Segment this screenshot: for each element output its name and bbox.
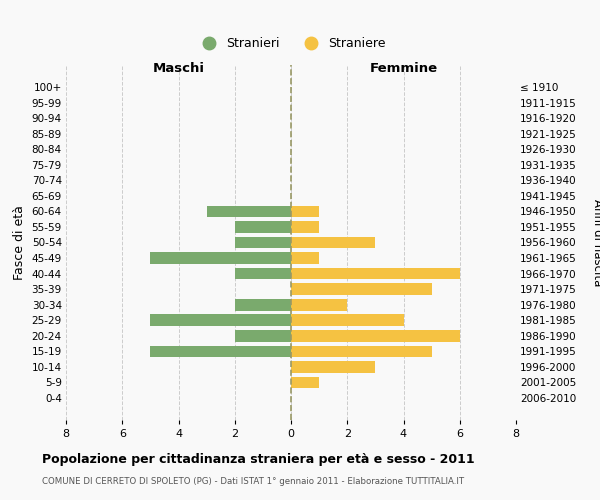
Bar (151, 314, 291, 326)
Bar (151, 252, 291, 264)
Bar (151, 346, 291, 357)
Bar (235, 236, 291, 248)
Bar (291, 361, 376, 373)
Y-axis label: Anni di nascita: Anni di nascita (591, 199, 600, 286)
Bar (235, 221, 291, 233)
Bar (291, 268, 460, 280)
Bar (291, 236, 376, 248)
Bar (291, 376, 319, 388)
Bar (235, 299, 291, 310)
Y-axis label: Fasce di età: Fasce di età (13, 205, 26, 280)
Bar (206, 206, 291, 217)
Text: Popolazione per cittadinanza straniera per età e sesso - 2011: Popolazione per cittadinanza straniera p… (42, 452, 475, 466)
Text: COMUNE DI CERRETO DI SPOLETO (PG) - Dati ISTAT 1° gennaio 2011 - Elaborazione TU: COMUNE DI CERRETO DI SPOLETO (PG) - Dati… (42, 478, 464, 486)
Bar (291, 299, 347, 310)
Text: Maschi: Maschi (152, 62, 205, 74)
Legend: Stranieri, Straniere: Stranieri, Straniere (191, 32, 391, 55)
Bar (291, 206, 319, 217)
Bar (291, 221, 319, 233)
Bar (235, 268, 291, 280)
Bar (291, 252, 319, 264)
Bar (291, 314, 404, 326)
Bar (291, 330, 460, 342)
Bar (235, 330, 291, 342)
Bar (291, 284, 431, 295)
Text: Femmine: Femmine (370, 62, 437, 74)
Bar (291, 346, 431, 357)
